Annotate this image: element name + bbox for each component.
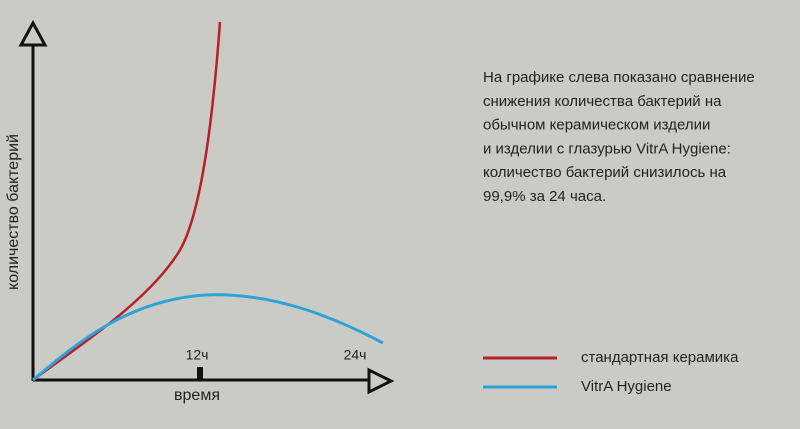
y-arrow: [18, 19, 48, 47]
description-line: обычном керамическом изделии: [483, 117, 710, 134]
tick-label: 24ч: [344, 347, 367, 363]
legend-label: VitrA Hygiene: [581, 378, 672, 395]
curve-vitra: [32, 293, 384, 382]
x-arrow: [367, 367, 395, 395]
tick-label: 12ч: [186, 347, 209, 363]
description-line: На графике слева показано сравнение: [483, 69, 755, 86]
legend-label: стандартная керамика: [581, 349, 739, 366]
y-label: количество бактерий: [5, 134, 22, 290]
x-label: время: [174, 387, 220, 404]
description-line: и изделии с глазурью VitrA Hygiene:: [483, 140, 731, 157]
description-line: 99,9% за 24 часа.: [483, 188, 606, 205]
description-line: снижения количества бактерий на: [483, 93, 722, 110]
tick: [197, 367, 203, 380]
curve-standard: [32, 21, 222, 382]
description-line: количество бактерий снизилось на: [483, 164, 727, 181]
